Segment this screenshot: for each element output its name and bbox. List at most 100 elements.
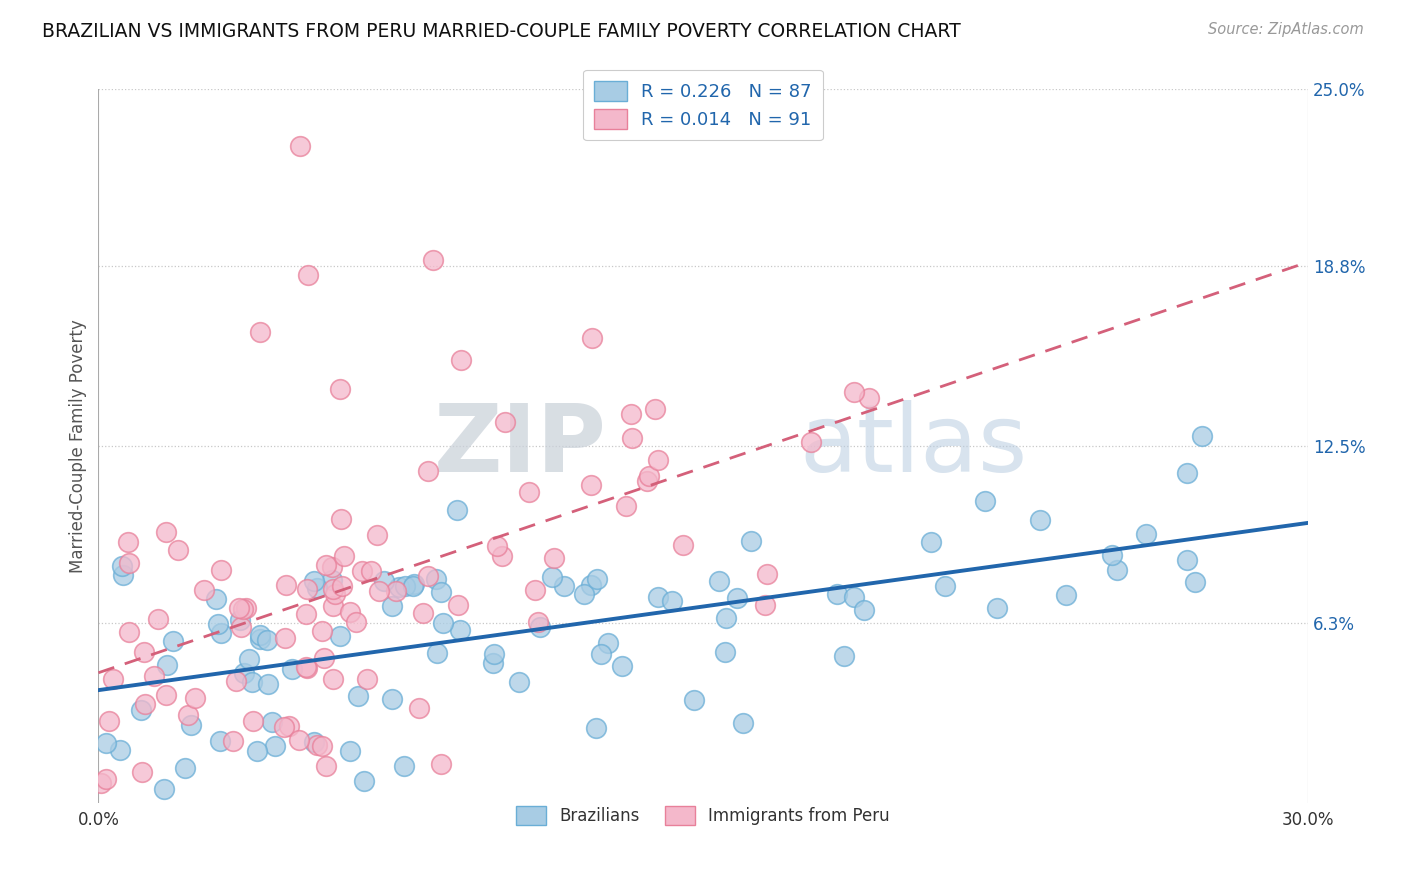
- Point: [610, 658, 633, 673]
- Point: [274, 578, 297, 592]
- Point: [800, 434, 823, 449]
- Point: [585, 721, 607, 735]
- Point: [572, 587, 595, 601]
- Point: [709, 574, 731, 589]
- Point: [229, 613, 252, 627]
- Point: [302, 574, 325, 589]
- Point: [381, 692, 404, 706]
- Point: [112, 567, 135, 582]
- Point: [579, 478, 602, 492]
- Point: [449, 623, 471, 637]
- Point: [858, 391, 880, 405]
- Point: [322, 582, 344, 597]
- Point: [287, 733, 309, 747]
- Point: [402, 576, 425, 591]
- Point: [315, 758, 337, 772]
- Point: [450, 353, 472, 368]
- Point: [249, 325, 271, 339]
- Point: [661, 594, 683, 608]
- Point: [529, 620, 551, 634]
- Point: [294, 607, 316, 621]
- Point: [273, 632, 295, 646]
- Point: [273, 720, 295, 734]
- Point: [429, 585, 451, 599]
- Point: [1175, 466, 1198, 480]
- Point: [408, 701, 430, 715]
- Point: [553, 579, 575, 593]
- Point: [256, 677, 278, 691]
- Point: [974, 493, 997, 508]
- Point: [447, 598, 470, 612]
- Point: [733, 715, 755, 730]
- Point: [1191, 428, 1213, 442]
- Point: [352, 564, 374, 578]
- Point: [193, 582, 215, 597]
- Point: [184, 690, 207, 705]
- Point: [585, 572, 607, 586]
- Point: [330, 579, 353, 593]
- Point: [96, 736, 118, 750]
- Point: [118, 625, 141, 640]
- Point: [134, 697, 156, 711]
- Point: [153, 781, 176, 796]
- Point: [842, 385, 865, 400]
- Point: [323, 586, 346, 600]
- Point: [288, 139, 311, 153]
- Point: [167, 543, 190, 558]
- Point: [315, 558, 337, 572]
- Point: [322, 599, 344, 613]
- Point: [430, 756, 453, 771]
- Point: [508, 675, 530, 690]
- Point: [620, 407, 643, 421]
- Point: [366, 528, 388, 542]
- Point: [240, 675, 263, 690]
- Point: [249, 632, 271, 646]
- Point: [249, 628, 271, 642]
- Point: [485, 539, 508, 553]
- Point: [1184, 574, 1206, 589]
- Point: [579, 578, 602, 592]
- Point: [131, 765, 153, 780]
- Point: [482, 647, 505, 661]
- Point: [117, 534, 139, 549]
- Text: BRAZILIAN VS IMMIGRANTS FROM PERU MARRIED-COUPLE FAMILY POVERTY CORRELATION CHAR: BRAZILIAN VS IMMIGRANTS FROM PERU MARRIE…: [42, 22, 960, 41]
- Point: [920, 535, 942, 549]
- Point: [986, 601, 1008, 615]
- Point: [432, 615, 454, 630]
- Point: [118, 556, 141, 570]
- Point: [755, 567, 778, 582]
- Point: [832, 648, 855, 663]
- Point: [683, 693, 706, 707]
- Point: [426, 646, 449, 660]
- Point: [209, 734, 232, 748]
- Point: [517, 484, 540, 499]
- Point: [394, 759, 416, 773]
- Point: [307, 581, 329, 595]
- Point: [543, 551, 565, 566]
- Text: ZIP: ZIP: [433, 400, 606, 492]
- Point: [416, 464, 439, 478]
- Point: [827, 587, 849, 601]
- Point: [101, 673, 124, 687]
- Point: [339, 744, 361, 758]
- Point: [294, 660, 316, 674]
- Point: [1101, 548, 1123, 562]
- Point: [311, 739, 333, 753]
- Point: [238, 652, 260, 666]
- Point: [207, 617, 229, 632]
- Point: [90, 776, 112, 790]
- Point: [131, 703, 153, 717]
- Point: [246, 744, 269, 758]
- Point: [108, 743, 131, 757]
- Legend: Brazilians, Immigrants from Peru: Brazilians, Immigrants from Peru: [508, 797, 898, 834]
- Point: [446, 503, 468, 517]
- Point: [233, 665, 256, 680]
- Point: [235, 600, 257, 615]
- Point: [647, 590, 669, 604]
- Point: [96, 772, 118, 786]
- Point: [581, 330, 603, 344]
- Point: [242, 714, 264, 729]
- Text: Source: ZipAtlas.com: Source: ZipAtlas.com: [1208, 22, 1364, 37]
- Point: [714, 645, 737, 659]
- Point: [491, 549, 513, 563]
